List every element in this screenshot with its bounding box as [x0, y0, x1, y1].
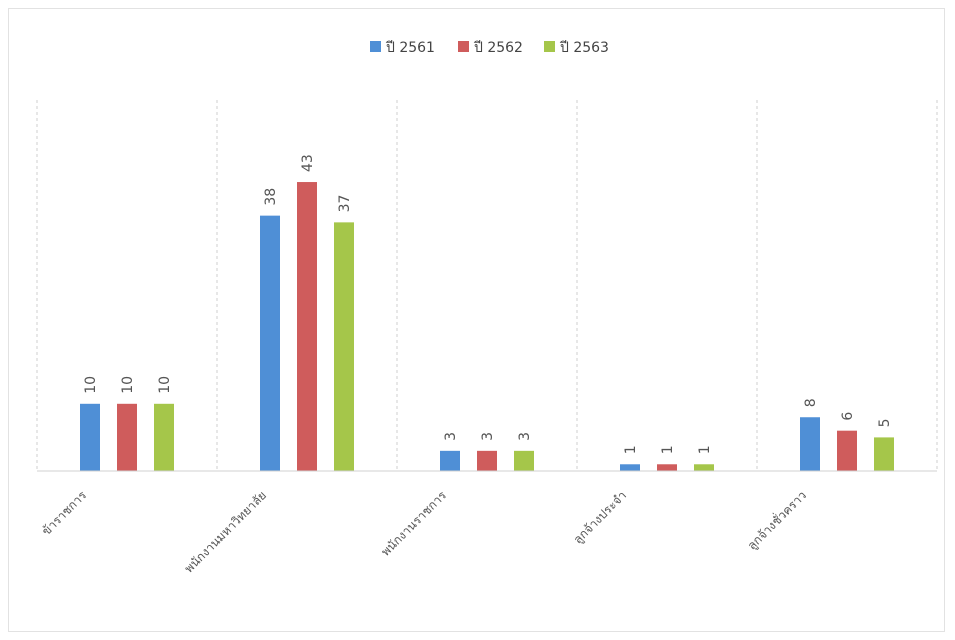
- data-label-cat2-series3: 37: [337, 195, 353, 213]
- bar-cat3-series3: [514, 450, 534, 471]
- legend-label-3: ปี 2563: [560, 40, 609, 56]
- bar-cat4-series2: [657, 464, 677, 471]
- data-label-cat4-series2: 1: [660, 445, 676, 454]
- data-label-cat3-series1: 3: [443, 432, 459, 441]
- legend-label-2: ปี 2562: [474, 40, 523, 56]
- category-label-1: ข้าราชการ: [39, 488, 89, 538]
- legend-swatch-2: [458, 41, 469, 52]
- bars: [80, 182, 894, 472]
- bar-cat4-series1: [620, 464, 640, 471]
- category-separators: [36, 100, 938, 471]
- legend-swatch-1: [370, 41, 381, 52]
- data-label-cat2-series2: 43: [300, 154, 316, 172]
- bar-cat1-series2: [117, 403, 137, 471]
- data-label-cat3-series2: 3: [480, 432, 496, 441]
- data-labels: 10 10 10 38 43 37 3 3 3 1 1 1 8 6 5: [83, 154, 893, 454]
- bar-cat2-series3: [334, 222, 354, 471]
- data-label-cat5-series2: 6: [840, 412, 856, 421]
- bar-cat4-series3: [694, 464, 714, 471]
- category-label-3: พนักงานราชการ: [378, 488, 449, 559]
- category-labels: ข้าราชการ พนักงานมหาวิทยาลัย พนักงานราชการ…: [39, 487, 810, 576]
- legend-swatch-3: [544, 41, 555, 52]
- data-label-cat5-series3: 5: [877, 418, 893, 427]
- legend-label-1: ปี 2561: [386, 40, 435, 56]
- chart-frame: [8, 8, 945, 632]
- data-label-cat5-series1: 8: [803, 398, 819, 407]
- bar-cat1-series3: [154, 403, 174, 471]
- data-label-cat3-series3: 3: [517, 432, 533, 441]
- bar-cat2-series2: [297, 182, 317, 472]
- bar-cat1-series1: [80, 403, 100, 471]
- bar-cat2-series1: [260, 215, 280, 471]
- bar-cat3-series1: [440, 450, 460, 471]
- category-label-2: พนักงานมหาวิทยาลัย: [182, 488, 269, 575]
- bar-cat5-series2: [837, 430, 857, 471]
- data-label-cat1-series1: 10: [83, 376, 99, 394]
- bar-cat5-series1: [800, 417, 820, 471]
- data-label-cat4-series3: 1: [697, 445, 713, 454]
- data-label-cat2-series1: 38: [263, 188, 279, 206]
- category-label-5: ลูกจ้างชั่วคราว: [743, 487, 810, 554]
- legend: ปี 2561 ปี 2562 ปี 2563: [370, 40, 609, 56]
- data-label-cat1-series3: 10: [157, 376, 173, 394]
- bar-cat3-series2: [477, 450, 497, 471]
- data-label-cat4-series1: 1: [623, 445, 639, 454]
- data-label-cat1-series2: 10: [120, 376, 136, 394]
- category-label-4: ลูกจ้างประจำ: [571, 488, 630, 547]
- bar-cat5-series3: [874, 437, 894, 471]
